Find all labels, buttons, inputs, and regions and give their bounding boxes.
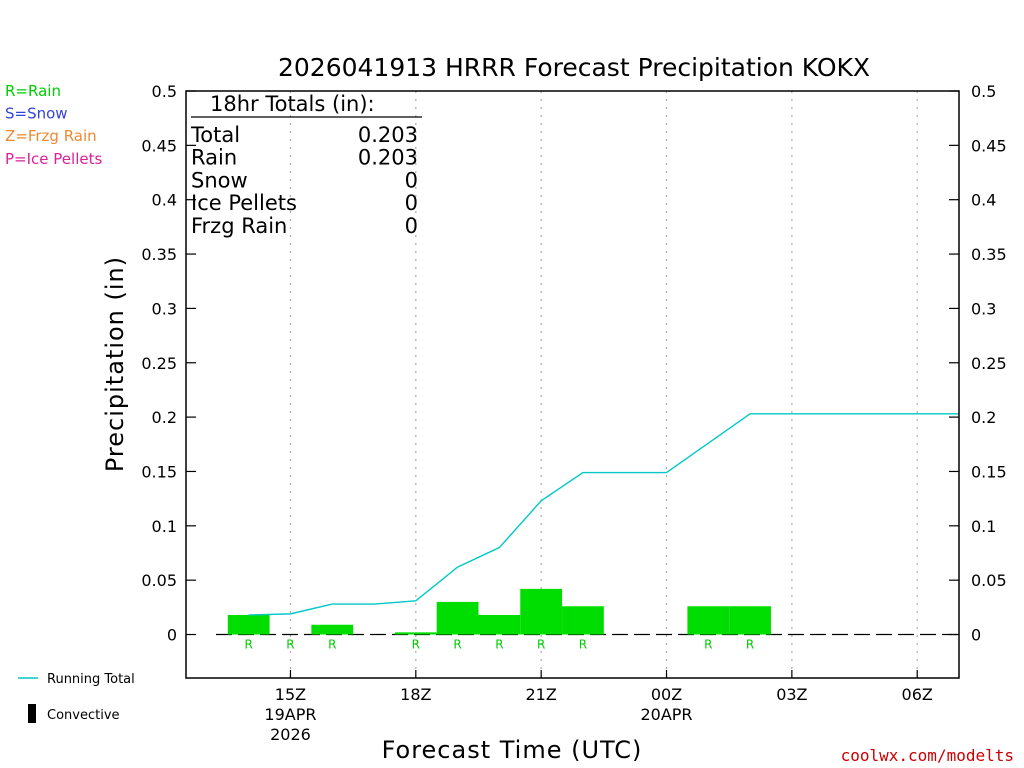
x-tick-label: 18Z	[400, 685, 431, 704]
y-tick-label-left: 0.4	[152, 191, 177, 210]
totals-row-label: Total	[190, 123, 240, 147]
grid-lines	[216, 91, 957, 678]
precip-bar	[227, 614, 270, 635]
y-tick-label-right: 0.2	[971, 408, 996, 427]
y-axis-label: Precipitation (in)	[101, 256, 129, 472]
y-tick-label-left: 0.25	[141, 354, 177, 373]
totals-row-label: Ice Pellets	[191, 191, 297, 215]
precip-type-marker: R	[579, 638, 587, 652]
convective-swatch	[28, 704, 36, 723]
chart-title: 2026041913 HRRR Forecast Precipitation K…	[278, 53, 870, 82]
precip-type-marker: R	[286, 638, 294, 652]
running-total-legend-label: Running Total	[47, 672, 135, 687]
precip-bar	[562, 606, 604, 635]
legend-entry: S=Snow	[5, 105, 68, 123]
totals-row-value: 0.203	[358, 123, 418, 147]
precip-bar	[436, 601, 479, 635]
precip-type-marker: R	[537, 638, 545, 652]
legend-entry: R=Rain	[5, 82, 61, 100]
convective-legend-label: Convective	[47, 708, 120, 723]
y-tick-label-left: 0.15	[141, 462, 177, 481]
x-tick-date: 19APR	[264, 705, 316, 724]
totals-row-label: Frzg Rain	[191, 214, 287, 238]
y-tick-label-right: 0.35	[971, 245, 1007, 264]
totals-row-value: 0	[405, 214, 418, 238]
x-tick-label: 21Z	[525, 685, 556, 704]
precip-type-marker: R	[704, 638, 712, 652]
precip-type-legend: R=Rain S=Snow Z=Frzg Rain P=Ice Pellets	[5, 82, 102, 168]
totals-row-value: 0	[405, 191, 418, 215]
y-tick-label-left: 0.35	[141, 245, 177, 264]
y-tick-label-right: 0.3	[971, 299, 996, 318]
y-tick-label-right: 0	[971, 626, 981, 645]
x-tick-date: 20APR	[640, 705, 692, 724]
totals-rows: Total 0.203 Rain 0.203 Snow 0 Ice Pellets 0 Frzg…	[190, 123, 418, 238]
y-tick-label-right: 0.05	[971, 571, 1007, 590]
y-tick-label-right: 0.5	[971, 82, 996, 101]
plot-frame	[185, 90, 960, 679]
y-tick-label-right: 0.15	[971, 462, 1007, 481]
totals-row-value: 0.203	[358, 146, 418, 170]
precip-type-marker: R	[328, 638, 336, 652]
precip-bar	[478, 614, 521, 635]
legend-entry: Z=Frzg Rain	[5, 127, 97, 145]
hourly-bars	[227, 588, 771, 635]
bottom-legend: Running Total Convective	[18, 672, 135, 723]
x-tick-label: 00Z	[651, 685, 682, 704]
x-axis-label: Forecast Time (UTC)	[382, 736, 643, 764]
precip-bar	[311, 624, 354, 635]
y-tick-label-left: 0.1	[152, 517, 177, 536]
x-tick-label: 03Z	[776, 685, 807, 704]
credit-text: coolwx.com/modelts	[841, 746, 1014, 765]
y-axis-ticks: 0 00.05 0.050.1 0.10.15 0.150.2 0.20.25 0.250.…	[141, 82, 1006, 645]
y-tick-label-right: 0.4	[971, 191, 996, 210]
x-tick-year: 2026	[270, 725, 311, 744]
y-tick-label-left: 0.05	[141, 571, 177, 590]
precip-type-marker: R	[245, 638, 253, 652]
precip-bar	[687, 606, 730, 635]
y-tick-label-right: 0.25	[971, 354, 1007, 373]
precip-bar	[394, 632, 437, 635]
precip-type-marker: R	[495, 638, 503, 652]
totals-row-label: Rain	[191, 146, 237, 170]
x-tick-label: 15Z	[275, 685, 306, 704]
y-tick-label-left: 0.5	[152, 82, 177, 101]
running-total-line	[248, 413, 959, 616]
y-tick-label-left: 0.45	[141, 136, 177, 155]
totals-row-value: 0	[405, 168, 418, 192]
precip-type-marker: R	[453, 638, 461, 652]
legend-entry: P=Ice Pellets	[5, 150, 102, 168]
y-tick-label-left: 0	[167, 626, 177, 645]
totals-row-label: Snow	[191, 168, 248, 192]
y-tick-label-left: 0.2	[152, 408, 177, 427]
x-tick-label: 06Z	[902, 685, 933, 704]
y-tick-label-right: 0.1	[971, 517, 996, 536]
precip-type-marker: R	[412, 638, 420, 652]
y-tick-label-right: 0.45	[971, 136, 1007, 155]
totals-header: 18hr Totals (in):	[210, 92, 375, 116]
precip-type-marker: R	[746, 638, 754, 652]
precip-bar	[729, 606, 771, 635]
y-tick-label-left: 0.3	[152, 299, 177, 318]
precip-bar	[520, 588, 563, 635]
totals-box: 18hr Totals (in): Total 0.203 Rain 0.203 Sno…	[190, 92, 422, 238]
